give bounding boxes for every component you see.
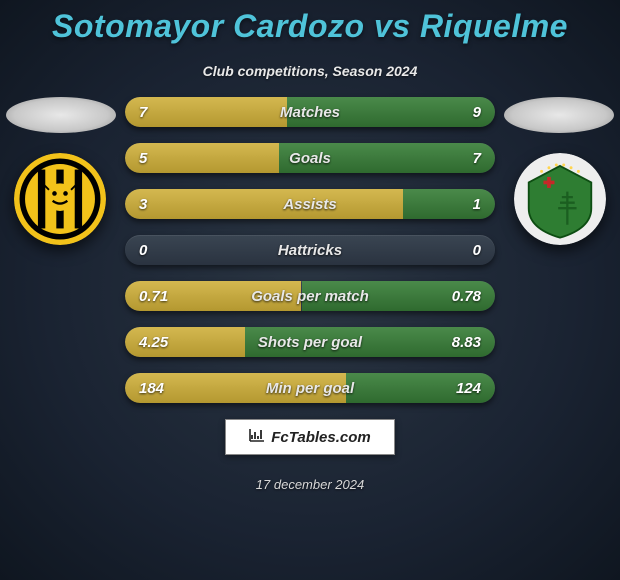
stat-label: Min per goal	[195, 380, 425, 397]
stat-row: 0.71Goals per match0.78	[125, 281, 495, 311]
stat-value-left: 184	[125, 380, 195, 397]
footer-date: 17 december 2024	[0, 477, 620, 492]
chart-icon	[249, 428, 265, 446]
page-subtitle: Club competitions, Season 2024	[0, 63, 620, 79]
stat-value-right: 1	[425, 196, 495, 213]
crest-left	[14, 153, 106, 245]
stat-label: Goals per match	[195, 288, 425, 305]
stat-label: Matches	[195, 104, 425, 121]
stat-row: 3Assists1	[125, 189, 495, 219]
stat-value-right: 0	[425, 242, 495, 259]
stat-row: 0Hattricks0	[125, 235, 495, 265]
stat-value-right: 9	[425, 104, 495, 121]
stat-label: Assists	[195, 196, 425, 213]
stat-value-left: 3	[125, 196, 195, 213]
comparison-body: 7Matches95Goals73Assists10Hattricks00.71…	[0, 97, 620, 403]
stat-value-right: 124	[425, 380, 495, 397]
stat-value-right: 8.83	[425, 334, 495, 351]
stat-value-right: 0.78	[425, 288, 495, 305]
stat-row: 4.25Shots per goal8.83	[125, 327, 495, 357]
shadow-disc-left	[6, 97, 116, 133]
brand-badge: FcTables.com	[225, 419, 395, 455]
stat-label: Shots per goal	[195, 334, 425, 351]
crest-left-svg	[14, 153, 106, 245]
stat-row: 184Min per goal124	[125, 373, 495, 403]
stat-value-right: 7	[425, 150, 495, 167]
crest-right	[514, 153, 606, 245]
stats-container: 7Matches95Goals73Assists10Hattricks00.71…	[125, 97, 495, 403]
stat-value-left: 5	[125, 150, 195, 167]
stat-value-left: 7	[125, 104, 195, 121]
brand-text: FcTables.com	[271, 429, 370, 446]
stat-label: Goals	[195, 150, 425, 167]
stat-value-left: 4.25	[125, 334, 195, 351]
page-title: Sotomayor Cardozo vs Riquelme	[0, 0, 620, 45]
stat-label: Hattricks	[195, 242, 425, 259]
stat-value-left: 0	[125, 242, 195, 259]
crest-right-svg	[514, 153, 606, 245]
stat-value-left: 0.71	[125, 288, 195, 305]
shadow-disc-right	[504, 97, 614, 133]
stat-row: 5Goals7	[125, 143, 495, 173]
stat-row: 7Matches9	[125, 97, 495, 127]
